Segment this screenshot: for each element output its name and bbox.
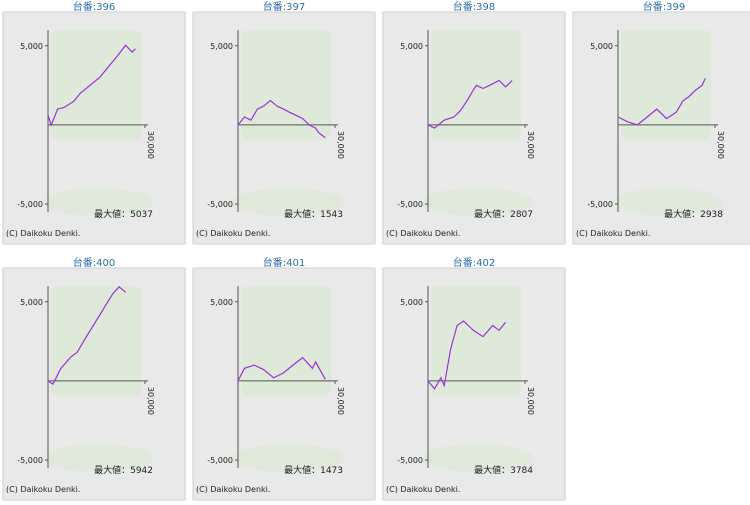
panel-decor (423, 444, 533, 472)
y-tick-label: -5,000 (17, 456, 43, 465)
chart-panel: 5,000 -5,000 30,000 最大値：3784 (C) Daikoku Den… (382, 267, 566, 501)
panel-decor (431, 286, 521, 396)
x-tick-label: 30,000 (146, 387, 155, 415)
panel-decor (51, 286, 141, 396)
copyright: (C) Daikoku Denki. (6, 229, 80, 238)
x-tick-label: 30,000 (146, 131, 155, 159)
panel-decor (423, 188, 533, 216)
data-line (47, 285, 126, 385)
y-tick-label: -5,000 (207, 200, 233, 209)
data-line (237, 356, 326, 382)
data-line (617, 78, 706, 126)
chart-panel: 5,000 -5,000 30,000 最大値：2938 (C) Daikoku Den… (572, 11, 750, 245)
panel-decor (43, 188, 153, 216)
data-line (427, 320, 507, 390)
max-label: 最大値：1473 (284, 464, 343, 476)
copyright: (C) Daikoku Denki. (386, 229, 460, 238)
panel-decor (51, 30, 141, 140)
y-tick-label: -5,000 (17, 200, 43, 209)
max-label: 最大値：3784 (474, 464, 533, 476)
x-tick-label: 30,000 (526, 387, 535, 415)
panel-decor (613, 188, 723, 216)
y-tick-label: 5,000 (20, 298, 43, 307)
copyright: (C) Daikoku Denki. (576, 229, 650, 238)
data-line (427, 79, 513, 129)
chart-panel: 5,000 -5,000 30,000 最大値：1543 (C) Daikoku Den… (192, 11, 376, 245)
copyright: (C) Daikoku Denki. (386, 485, 460, 494)
y-tick-label: 5,000 (20, 42, 43, 51)
y-tick-label: -5,000 (207, 456, 233, 465)
data-line (47, 44, 136, 127)
y-tick-label: 5,000 (210, 42, 233, 51)
panel-decor (621, 30, 711, 140)
copyright: (C) Daikoku Denki. (196, 485, 270, 494)
y-tick-label: -5,000 (397, 456, 423, 465)
panel-decor (43, 444, 153, 472)
data-line (237, 99, 326, 139)
x-tick-label: 30,000 (336, 131, 345, 159)
y-tick-label: -5,000 (587, 200, 613, 209)
y-tick-label: -5,000 (397, 200, 423, 209)
y-tick-label: 5,000 (400, 298, 423, 307)
x-tick-label: 30,000 (526, 131, 535, 159)
chart-panel: 5,000 -5,000 30,000 最大値：2807 (C) Daikoku Den… (382, 11, 566, 245)
max-label: 最大値：2807 (474, 208, 533, 220)
copyright: (C) Daikoku Denki. (196, 229, 270, 238)
y-tick-label: 5,000 (400, 42, 423, 51)
chart-title: 台番:400 (73, 256, 115, 269)
max-label: 最大値：5037 (94, 208, 153, 220)
max-label: 最大値：5942 (94, 464, 153, 476)
panel-decor (241, 30, 331, 140)
chart-panel: 5,000 -5,000 30,000 最大値：1473 (C) Daikoku Den… (192, 267, 376, 501)
max-label: 最大値：2938 (664, 208, 723, 220)
panel-decor (233, 188, 343, 216)
chart-panel: 5,000 -5,000 30,000 最大値：5037 (C) Daikoku Den… (2, 11, 186, 245)
chart-title: 台番:397 (263, 0, 305, 13)
x-tick-label: 30,000 (716, 131, 725, 159)
chart-title: 台番:396 (73, 0, 115, 13)
chart-panel: 5,000 -5,000 30,000 最大値：5942 (C) Daikoku Den… (2, 267, 186, 501)
x-tick-label: 30,000 (336, 387, 345, 415)
chart-title: 台番:399 (643, 0, 685, 13)
y-tick-label: 5,000 (210, 298, 233, 307)
panel-decor (241, 286, 331, 396)
chart-title: 台番:398 (453, 0, 495, 13)
panel-decor (233, 444, 343, 472)
chart-title: 台番:402 (453, 256, 495, 269)
copyright: (C) Daikoku Denki. (6, 485, 80, 494)
y-tick-label: 5,000 (590, 42, 613, 51)
chart-title: 台番:401 (263, 256, 305, 269)
max-label: 最大値：1543 (284, 208, 343, 220)
